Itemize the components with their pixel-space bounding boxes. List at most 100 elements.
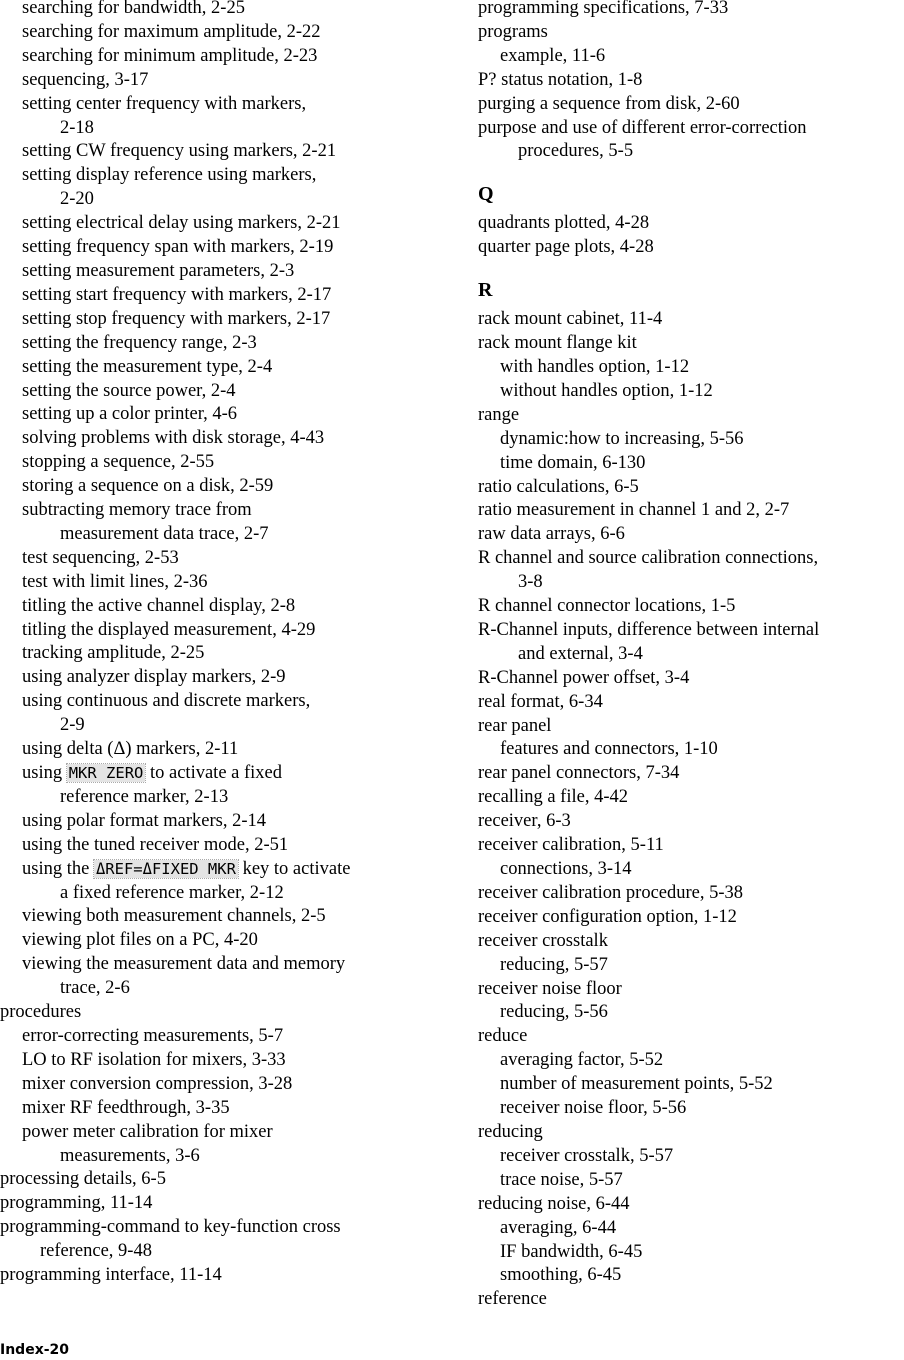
entry-text: using delta (Δ) markers, 2-11 (22, 739, 239, 760)
index-subentry: viewing both measurement channels, 2-5 (0, 905, 440, 929)
entry-text: reducing noise, 6-44 (478, 1193, 630, 1214)
entry-text: storing a sequence on a disk, 2-59 (22, 476, 274, 497)
entry-text: real format, 6-34 (478, 691, 603, 712)
entry-text: quadrants plotted, 4-28 (478, 213, 650, 234)
entry-text: receiver calibration, 5-11 (478, 835, 664, 856)
entry-text: features and connectors, 1-10 (500, 739, 718, 760)
index-subentry: titling the displayed measurement, 4-29 (0, 619, 440, 643)
index-entry: programs (478, 21, 904, 45)
index-entry: programming, 11-14 (0, 1192, 440, 1216)
entry-text: reducing, 5-56 (500, 1002, 608, 1023)
index-entry: quadrants plotted, 4-28 (478, 212, 904, 236)
index-subentry: dynamic:how to increasing, 5-56 (478, 428, 904, 452)
index-subentry: reducing, 5-57 (478, 954, 904, 978)
entry-text: setting the frequency range, 2-3 (22, 332, 257, 353)
index-entry: procedures (0, 1001, 440, 1025)
index-subentry: IF bandwidth, 6-45 (478, 1241, 904, 1265)
index-subentry: setting start frequency with markers, 2-… (0, 284, 440, 308)
entry-text: programming, 11-14 (0, 1193, 153, 1214)
entry-text: receiver crosstalk, 5-57 (500, 1145, 674, 1166)
entry-text: programming-command to key-function cros… (0, 1217, 341, 1238)
index-subentry: power meter calibration for mixer measure… (0, 1121, 440, 1169)
index-subentry: sequencing, 3-17 (0, 69, 440, 93)
index-subentry: using analyzer display markers, 2-9 (0, 666, 440, 690)
entry-text: number of measurement points, 5-52 (500, 1074, 773, 1095)
index-subentry: LO to RF isolation for mixers, 3-33 (0, 1049, 440, 1073)
entry-text: time domain, 6-130 (500, 452, 646, 473)
index-subentry: searching for bandwidth, 2-25 (0, 0, 440, 21)
entry-text: connections, 3-14 (500, 859, 632, 879)
index-subentry: time domain, 6-130 (478, 452, 904, 476)
index-entry: rack mount cabinet, 11-4 (478, 308, 904, 332)
entry-text: viewing both measurement channels, 2-5 (22, 906, 326, 927)
index-entry: purging a sequence from disk, 2-60 (478, 93, 904, 117)
entry-text: rack mount flange kit (478, 333, 637, 354)
index-subentry: stopping a sequence, 2-55 (0, 451, 440, 475)
index-subentry: setting center frequency with markers, 2-… (0, 93, 440, 141)
index-entry: P? status notation, 1-8 (478, 69, 904, 93)
index-subentry: subtracting memory trace from measurement… (0, 499, 440, 547)
index-entry: reducing noise, 6-44 (478, 1193, 904, 1217)
entry-text: rear panel (478, 715, 552, 736)
index-subentry: viewing the measurement data and memory t… (0, 953, 440, 1001)
index-subentry: averaging factor, 5-52 (478, 1049, 904, 1073)
index-entry: R channel and source calibration connect… (478, 547, 904, 595)
entry-text: error-correcting measurements, 5-7 (22, 1025, 284, 1046)
entry-continuation: reference, 9-48 (40, 1241, 152, 1262)
index-entry: receiver calibration, 5-11 (478, 834, 904, 858)
entry-text: reference (478, 1289, 547, 1310)
index-subentry: using MKR ZERO to activate a fixed refere… (0, 762, 440, 810)
entry-text: without handles option, 1-12 (500, 380, 713, 401)
index-entry: rear panel (478, 715, 904, 739)
index-subentry: mixer RF feedthrough, 3-35 (0, 1097, 440, 1121)
entry-continuation: procedures, 5-5 (518, 141, 634, 162)
index-subentry: number of measurement points, 5-52 (478, 1073, 904, 1097)
entry-text: searching for maximum amplitude, 2-22 (22, 21, 321, 42)
index-entry: receiver calibration procedure, 5-38 (478, 882, 904, 906)
entry-text: receiver calibration procedure, 5-38 (478, 882, 744, 903)
index-subentry: setting electrical delay using markers, … (0, 212, 440, 236)
entry-text: setting up a color printer, 4-6 (22, 404, 238, 425)
entry-text: programming interface, 11-14 (0, 1265, 222, 1286)
entry-text: recalling a file, 4-42 (478, 787, 628, 808)
entry-text: viewing the measurement data and memory (22, 954, 346, 975)
index-subentry: receiver noise floor, 5-56 (478, 1097, 904, 1121)
entry-text: rack mount cabinet, 11-4 (478, 309, 663, 330)
index-subentry: trace noise, 5-57 (478, 1169, 904, 1193)
entry-text: mixer RF feedthrough, 3-35 (22, 1097, 230, 1118)
entry-text: setting the measurement type, 2-4 (22, 356, 273, 377)
entry-text: using polar format markers, 2-14 (22, 810, 267, 831)
entry-text: setting the source power, 2-4 (22, 380, 236, 401)
index-entry: range (478, 404, 904, 428)
entry-text: purpose and use of different error-corre… (478, 117, 807, 138)
entry-text: setting display reference using markers, (22, 165, 317, 186)
index-entry: recalling a file, 4-42 (478, 786, 904, 810)
index-entry: R-Channel inputs, difference between int… (478, 619, 904, 667)
entry-text: titling the active channel display, 2-8 (22, 595, 296, 616)
index-subentry: smoothing, 6-45 (478, 1264, 904, 1288)
index-subentry: setting stop frequency with markers, 2-1… (0, 308, 440, 332)
entry-text: rear panel connectors, 7-34 (478, 763, 680, 784)
index-subentry: setting CW frequency using markers, 2-21 (0, 140, 440, 164)
entry-text: setting measurement parameters, 2-3 (22, 260, 295, 281)
entry-text: mixer conversion compression, 3-28 (22, 1073, 293, 1094)
index-subentry: features and connectors, 1-10 (478, 738, 904, 762)
entry-text-after: to activate a fixed (145, 763, 283, 783)
entry-text: dynamic:how to increasing, 5-56 (500, 428, 744, 449)
entry-text: receiver noise floor (478, 978, 622, 999)
entry-continuation: 2-9 (60, 715, 85, 736)
entry-text: setting center frequency with markers, (22, 93, 307, 114)
entry-text: reduce (478, 1026, 528, 1047)
index-entry: programming interface, 11-14 (0, 1264, 440, 1288)
index-entry: R channel connector locations, 1-5 (478, 595, 904, 619)
entry-continuation: reference marker, 2-13 (60, 786, 229, 807)
entry-text: using the (22, 858, 94, 879)
entry-continuation: and external, 3-4 (518, 643, 643, 664)
entry-text: reducing (478, 1121, 543, 1142)
index-entry: programming-command to key-function cros… (0, 1216, 440, 1264)
entry-text: P? status notation, 1-8 (478, 69, 643, 90)
entry-text: R channel connector locations, 1-5 (478, 596, 736, 617)
entry-text: setting start frequency with markers, 2-… (22, 284, 332, 305)
entry-continuation: measurement data trace, 2-7 (60, 523, 269, 544)
index-subentry: averaging, 6-44 (478, 1217, 904, 1241)
